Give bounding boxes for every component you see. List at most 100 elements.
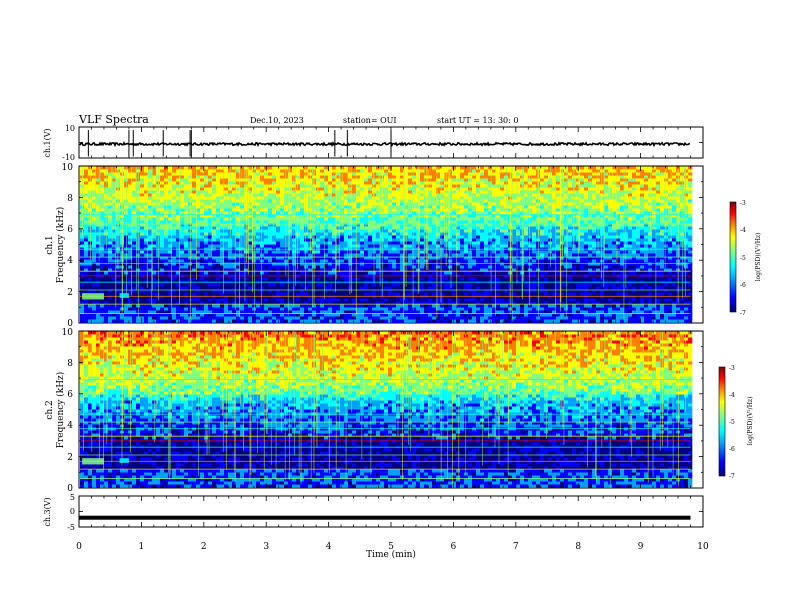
spectrogram-cell [440,200,444,203]
spectrogram-cell [240,173,244,176]
spectrogram-cell [156,200,160,203]
spectrogram-cell [512,200,516,203]
spectrogram-cell [260,167,264,170]
spectrogram-cell [636,191,640,194]
spectrogram-cell [192,185,196,188]
spectrogram-cell [396,182,400,185]
spectrogram-cell [164,182,168,185]
spectrogram-cell [548,206,552,209]
spectrogram-cell [240,179,244,182]
spectrogram-cell [432,170,436,173]
spectrogram-cell [580,209,584,212]
spectrogram-cell [660,176,664,179]
spectrogram-cell [588,188,592,191]
spectrogram-cell [356,179,360,182]
spectrogram-cell [656,179,660,182]
spectrogram-cell [392,179,396,182]
spectrogram-cell [296,176,300,179]
spectrogram-cell [240,185,244,188]
spectrogram-cell [160,206,164,209]
spectrogram-cell [632,182,636,185]
spectrogram-cell [392,191,396,194]
spectrogram-cell [352,185,356,188]
spectrogram-cell [240,176,244,179]
spectrogram-cell [84,191,88,194]
spectrogram-cell [592,170,596,173]
spectrogram-cell [172,209,176,212]
spectrogram-cell [684,206,688,209]
spectrogram-cell [452,206,456,209]
spectrogram-cell [412,203,416,206]
spectrogram-cell [684,188,688,191]
spectrogram-cell [268,206,272,209]
spectrogram-cell [160,188,164,191]
spectrogram-cell [160,197,164,200]
spectrogram-cell [684,170,688,173]
spectrogram-cell [684,194,688,197]
spectrogram-cell [464,197,468,200]
spectrogram-cell [280,167,284,170]
spectrogram-cell [364,206,368,209]
spectrogram-cell [428,176,432,179]
spectrogram-cell [496,173,500,176]
spectrogram-cell [528,191,532,194]
spectrogram-cell [388,194,392,197]
spectrogram-cell [200,203,204,206]
spectrogram-cell [440,185,444,188]
spectrogram-cell [188,200,192,203]
spectrogram-cell [96,194,100,197]
spectrogram-cell [644,203,648,206]
spectrogram-cell [272,209,276,212]
spectrogram-cell [640,188,644,191]
spectrogram-cell [484,170,488,173]
spectrogram-cell [452,182,456,185]
spectrogram-cell [460,185,464,188]
spectrogram-cell [548,209,552,212]
spectrogram-cell [328,188,332,191]
spectrogram-cell [156,203,160,206]
spectrogram-cell [428,170,432,173]
spectrogram-cell [464,194,468,197]
spectrogram-cell [84,179,88,182]
spectrogram-cell [300,191,304,194]
spectrogram-cell [640,200,644,203]
spectrogram-cell [272,194,276,197]
spectrogram-cell [464,200,468,203]
spectrogram-cell [260,179,264,182]
spectrogram-cell [392,197,396,200]
spectrogram-cell [396,197,400,200]
spectrogram-cell [544,167,548,170]
spectrogram-cell [588,167,592,170]
spectrogram-cell [328,185,332,188]
spectrogram-cell [320,173,324,176]
spectrogram-cell [268,197,272,200]
spectrogram-cell [484,167,488,170]
spectrogram-cell [96,191,100,194]
spectrogram-cell [544,185,548,188]
spectrogram-cell [532,173,536,176]
spectrogram-cell [584,191,588,194]
spectrogram-cell [204,206,208,209]
spectrogram-cell [192,170,196,173]
spectrogram-cell [644,209,648,212]
spectrogram-cell [256,197,260,200]
spectrogram-cell [584,200,588,203]
spectrogram-cell [668,197,672,200]
spectrogram-cell [460,197,464,200]
spectrogram-cell [592,200,596,203]
spectrogram-cell [204,179,208,182]
spectrogram-cell [588,179,592,182]
spectrogram-cell [420,197,424,200]
spectrogram-cell [320,167,324,170]
spectrogram-cell [476,176,480,179]
spectrogram-cell [516,209,520,212]
spectrogram-cell [172,188,176,191]
spectrogram-cell [528,179,532,182]
spectrogram-cell [472,209,476,212]
spectrogram-cell [484,197,488,200]
spectrogram-cell [388,185,392,188]
spectrogram-cell [336,182,340,185]
spectrogram-cell [544,197,548,200]
spectrogram-cell [512,173,516,176]
spectrogram-cell [96,173,100,176]
